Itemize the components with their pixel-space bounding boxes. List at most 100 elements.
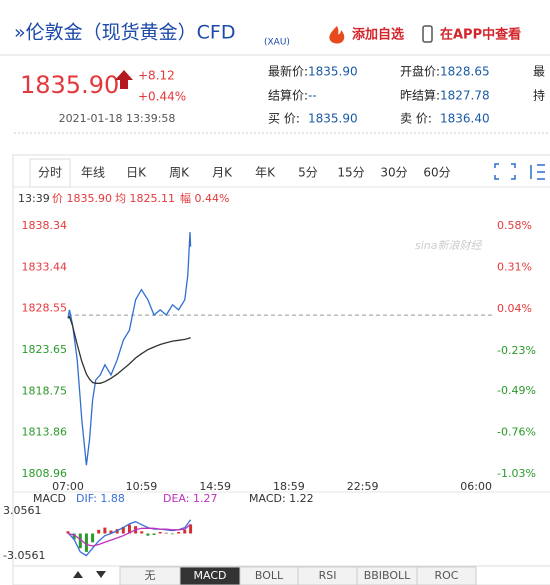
line [67,315,191,384]
tab-active [29,158,71,188]
change-pct: +0.44% [138,90,186,104]
macd-bar [158,532,162,534]
macd-bar [97,529,101,534]
stat-label: 昨结算: [400,88,440,103]
macd-bar [84,533,88,552]
indicator-tab[interactable]: 无 [145,569,156,582]
add-watch[interactable]: 添加自选 [352,27,404,43]
phone-icon[interactable] [422,25,433,43]
y2-tick-label: 0.58% [497,219,532,232]
indicator-tab[interactable]: RSI [319,569,337,582]
indicator-tab[interactable]: MACD [194,569,227,582]
stat-label: 最 [533,65,545,79]
menu-icon[interactable] [530,164,545,180]
x-tick-label: 06:00 [460,480,492,493]
stat-value: -- [308,89,317,103]
line [67,232,192,466]
stat-label: 持 [533,88,545,103]
legend-entry: DEA: 1.27 [163,492,217,505]
macd-bar [183,529,187,534]
y-tick-label: -3.0561 [3,549,45,562]
price: 1835.90 [20,71,119,99]
x-tick-label: 10:59 [126,480,158,493]
tab[interactable]: 分时 [38,166,62,180]
app-link[interactable]: 在APP中查看 [440,27,521,43]
indicator-tab[interactable]: BOLL [255,569,284,582]
info-price: 价 1835.90 [52,192,112,205]
stat-label: 最新价: [268,64,308,79]
macd-bar [91,533,95,543]
fullscreen-icon[interactable] [494,163,516,180]
y2-tick-label: -0.49% [497,384,536,397]
indicator-title: MACD [33,492,66,505]
x-tick-label: 14:59 [199,480,231,493]
line [67,519,192,557]
macd-bar [109,530,113,534]
macd-bar [146,533,150,536]
watermark: sina新浪财经 [415,239,482,252]
y2-tick-label: 0.31% [497,261,532,274]
y-tick-label: 1818.75 [22,384,68,397]
stat-value: 1827.78 [440,89,490,103]
tab[interactable]: 15分 [337,166,364,180]
y-tick-label: 1823.65 [22,343,68,356]
macd-bar [127,524,131,534]
title: »伦敦金（现货黄金）CFD [14,22,235,44]
tab[interactable]: 60分 [423,166,450,180]
up-arrow [115,70,133,89]
x-tick-label: 18:59 [273,480,305,493]
stat-label: 买 价: [268,112,300,126]
stat-value: 1828.65 [440,65,490,79]
tab[interactable]: 年线 [81,166,105,180]
subtitle: (XAU) [264,38,290,48]
macd-bar [66,531,70,534]
panel-arrows[interactable] [73,571,106,578]
info-avg: 均 1825.11 [115,192,175,205]
y2-tick-label: -1.03% [497,467,536,480]
fire-icon[interactable] [329,26,345,44]
y-tick-label: 1833.44 [22,260,68,273]
x-tick-label: 22:59 [347,480,379,493]
y-tick-label: 1808.96 [22,467,68,480]
tab[interactable]: 30分 [380,166,407,180]
indicator-tab-bg[interactable] [416,566,477,585]
change: +8.12 [138,69,175,83]
tab[interactable]: 周K [169,166,190,180]
legend-entry: DIF: 1.88 [76,492,125,505]
macd-bar [78,533,82,549]
y2-tick-label: -0.76% [497,425,536,438]
tab[interactable]: 年K [255,166,276,180]
y-tick-label: 1838.34 [22,219,68,232]
macd-bar [177,532,181,534]
stat-label: 结算价: [268,88,308,103]
y-tick-label: 3.0561 [3,504,42,517]
y2-tick-label: 0.04% [497,302,532,315]
macd-bar [103,527,107,534]
stat-label: 开盘价: [400,64,440,79]
macd-bar [72,533,76,540]
legend-entry: MACD: 1.22 [249,492,314,505]
chart-frame [12,154,550,585]
tab[interactable]: 日K [126,166,147,180]
info-time: 13:39 [18,192,50,205]
line [67,523,192,547]
quote-time: 2021-01-18 13:39:58 [59,112,176,125]
info-pct: 幅 0.44% [180,192,229,205]
x-tick-label: 07:00 [52,480,84,493]
indicator-tab[interactable]: ROC [435,569,459,582]
tab[interactable]: 月K [212,166,233,180]
y2-tick-label: -0.23% [497,344,536,357]
macd-bar [121,526,125,534]
indicator-tab[interactable]: BBIBOLL [364,569,411,582]
macd-bar [152,533,156,535]
tab[interactable]: 5分 [298,166,318,180]
stat-label: 卖 价: [400,112,432,126]
y-tick-label: 1828.55 [22,302,68,315]
macd-bar [170,533,174,535]
macd-bar [140,531,144,534]
macd-bar [164,532,168,534]
y-tick-label: 1813.86 [22,426,68,439]
macd-bar [189,524,193,534]
stat-value: 1835.90 [308,112,358,126]
